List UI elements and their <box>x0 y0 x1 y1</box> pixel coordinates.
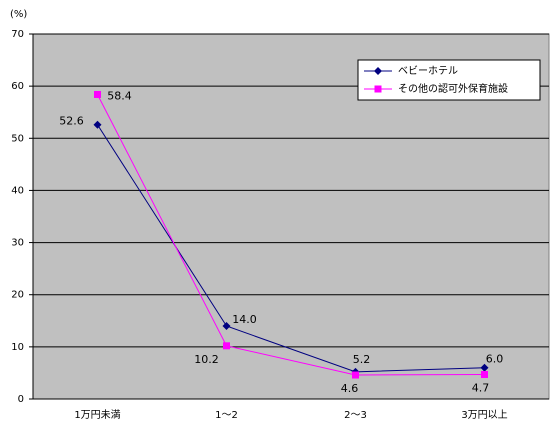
marker <box>480 363 489 372</box>
marker <box>94 90 101 98</box>
legend-label: ベビーホテル <box>398 65 458 77</box>
data-label: 5.2 <box>353 353 371 366</box>
data-label: 52.6 <box>59 115 84 128</box>
y-axis-label: (%) <box>10 9 27 20</box>
series-line <box>97 124 485 373</box>
x-tick-label: 1～2 <box>215 410 238 421</box>
series-line <box>97 94 485 376</box>
y-tick-label: 30 <box>11 238 24 249</box>
x-tick-label: 2～3 <box>344 410 367 421</box>
y-tick-label: 40 <box>11 185 24 196</box>
data-label: 6.0 <box>486 353 504 366</box>
data-label: 4.6 <box>341 382 359 395</box>
data-label: 10.2 <box>194 353 219 366</box>
marker <box>93 120 102 129</box>
marker <box>222 322 231 330</box>
marker <box>352 371 359 379</box>
y-tick-label: 70 <box>11 29 24 40</box>
y-tick-label: 50 <box>11 133 24 144</box>
data-label: 4.7 <box>472 381 490 394</box>
y-tick-label: 60 <box>11 81 24 92</box>
y-tick-label: 10 <box>11 342 24 353</box>
y-tick-label: 20 <box>11 290 24 301</box>
legend-label: その他の認可外保育施設 <box>398 82 508 95</box>
legend-marker <box>374 67 382 75</box>
legend-box <box>357 59 541 101</box>
marker <box>223 342 230 350</box>
x-tick-label: 1万円未満 <box>74 409 120 421</box>
y-tick-label: 0 <box>18 394 24 405</box>
legend-marker <box>374 85 382 93</box>
data-label: 14.0 <box>232 313 257 326</box>
x-tick-label: 3万円以上 <box>461 409 507 421</box>
data-label: 58.4 <box>107 89 132 102</box>
marker <box>481 370 488 378</box>
